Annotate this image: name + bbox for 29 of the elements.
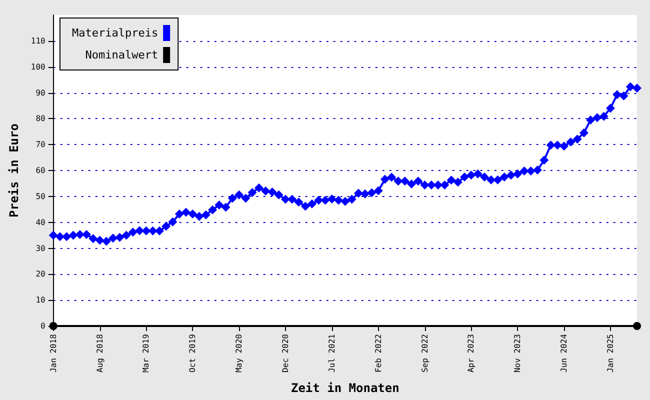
x-tick-label: Apr 2023: [466, 334, 476, 373]
x-tick-label: May 2020: [234, 334, 244, 373]
y-tick-label: 10: [36, 296, 46, 305]
x-tick-label: Sep 2022: [420, 334, 430, 373]
x-axis-title: Zeit in Monaten: [290, 381, 400, 395]
x-tick-label: Aug 2018: [95, 334, 104, 373]
y-tick-label: 50: [36, 192, 46, 201]
y-tick-label: 40: [36, 218, 46, 227]
x-tick-label: Jul 2021: [327, 334, 336, 373]
y-tick-label: 20: [36, 270, 46, 279]
x-tick-label: Jan 2025: [606, 334, 615, 373]
x-tick-label: Jun 2024: [560, 334, 569, 373]
y-tick-label: 60: [36, 166, 46, 175]
y-tick-label: 70: [36, 140, 46, 150]
y-axis-title: Preis in Euro: [7, 124, 21, 218]
x-tick-label: Dec 2020: [280, 334, 290, 373]
legend-label: Materialpreis: [72, 26, 158, 40]
legend-label: Nominalwert: [85, 48, 158, 62]
y-tick-label: 110: [30, 36, 46, 46]
x-tick-label: Oct 2019: [188, 334, 198, 373]
x-tick-label: Mar 2019: [142, 334, 151, 373]
x-tick-label: Jan 2018: [48, 334, 58, 373]
y-tick-label: 0: [40, 322, 46, 330]
y-tick-label: 30: [36, 244, 46, 253]
y-tick-label: 80: [36, 114, 46, 124]
x-tick-label: Nov 2023: [513, 334, 522, 373]
y-tick-label: 100: [30, 62, 46, 72]
x-tick-label: Feb 2022: [374, 334, 383, 373]
y-tick-label: 90: [36, 88, 46, 98]
